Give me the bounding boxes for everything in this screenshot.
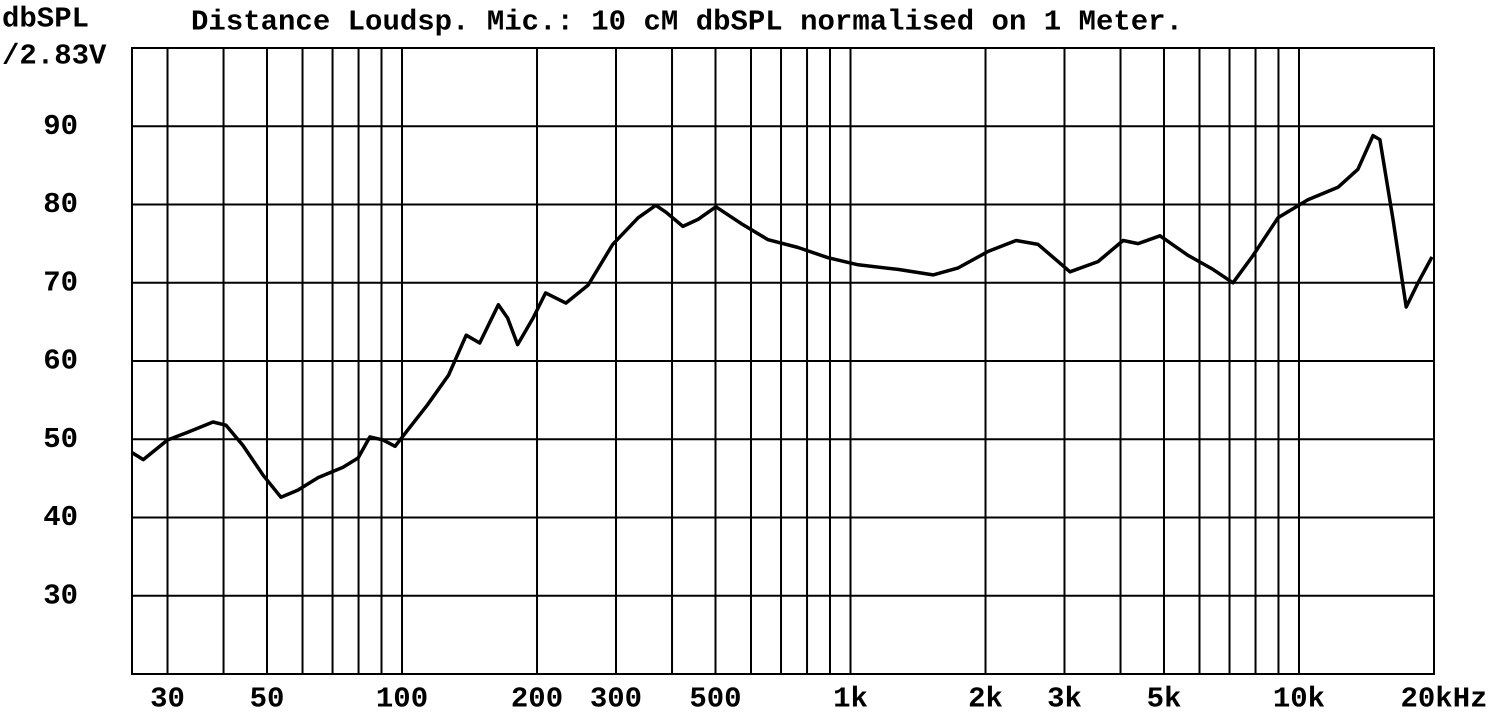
y-tick-label: 40	[43, 501, 78, 534]
x-tick-label: 20kHz	[1400, 683, 1487, 716]
x-tick-label: 2k	[968, 683, 1003, 716]
y-tick-label: 30	[43, 579, 78, 612]
x-tick-label: 5k	[1147, 683, 1182, 716]
chart-title: Distance Loudsp. Mic.: 10 cM dbSPL norma…	[191, 6, 1183, 39]
x-tick-label: 100	[376, 683, 428, 716]
x-tick-label: 1k	[833, 683, 868, 716]
y-tick-label: 80	[43, 188, 78, 221]
y-tick-label: 60	[43, 345, 78, 378]
x-tick-label: 30	[150, 683, 185, 716]
y-tick-label: 50	[43, 423, 78, 456]
x-tick-label: 200	[511, 683, 563, 716]
y-axis-label: /2.83V	[2, 40, 107, 73]
x-tick-label: 3k	[1047, 683, 1082, 716]
y-tick-label: 90	[43, 110, 78, 143]
x-tick-label: 500	[689, 683, 741, 716]
response-curve	[131, 133, 1434, 499]
x-tick-label: 50	[250, 683, 285, 716]
x-tick-label: 300	[590, 683, 642, 716]
plot-frame	[131, 47, 1435, 675]
x-tick-label: 10k	[1273, 683, 1325, 716]
y-tick-label: 70	[43, 266, 78, 299]
y-axis-label: dbSPL	[2, 3, 89, 36]
